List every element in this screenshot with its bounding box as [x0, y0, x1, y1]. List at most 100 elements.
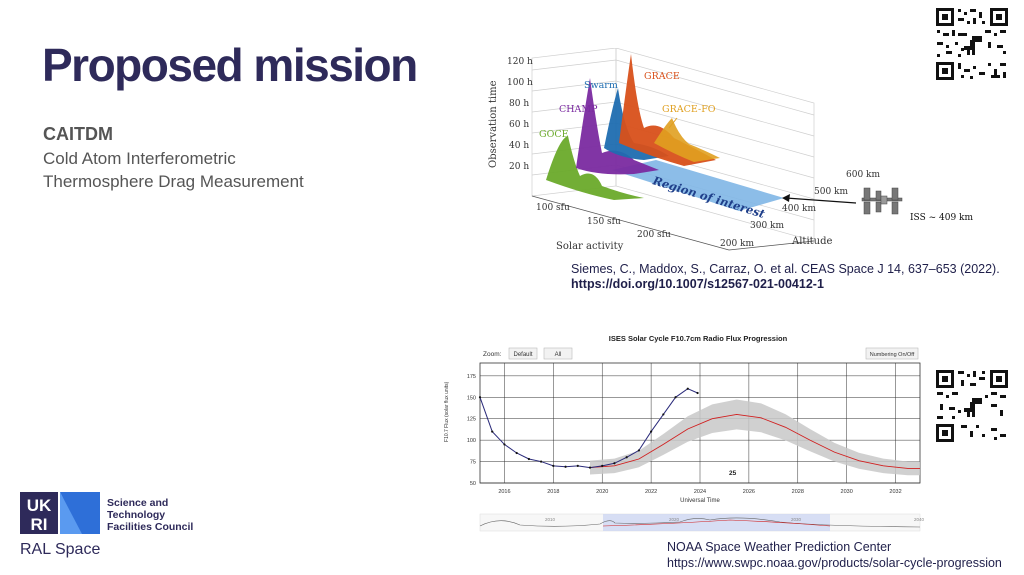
chart-x-tick: 2028	[792, 489, 804, 495]
chart-y-tick: 100	[467, 438, 476, 444]
cycle-number-label: 25	[729, 470, 737, 477]
observed-flux-point	[625, 456, 628, 459]
chart-y-tick: 150	[467, 395, 476, 401]
altitude-tick: 400 km	[782, 204, 816, 214]
prediction-uncertainty-band	[590, 399, 920, 476]
altitude-tick: 500 km	[814, 187, 848, 197]
predicted-flux-line	[589, 413, 920, 469]
citation-noaa-url[interactable]: https://www.swpc.noaa.gov/products/solar…	[667, 556, 1002, 570]
grace-fo-arrow	[668, 117, 678, 129]
chart-x-label: Universal Time	[680, 498, 720, 504]
qr-code-bottom[interactable]	[934, 368, 1010, 444]
grace-label: GRACE	[644, 71, 680, 82]
y-tick: 80 h	[509, 99, 529, 109]
council-name-line3: Facilities Council	[107, 521, 194, 533]
observed-flux-point	[540, 460, 543, 463]
nav-tick: 2010	[545, 517, 556, 522]
altitude-tick: 600 km	[846, 170, 880, 180]
observed-flux-point	[613, 462, 616, 465]
navigator-selection[interactable]	[603, 514, 830, 531]
numbering-toggle-button[interactable]	[865, 347, 919, 360]
iss-label: ISS ~ 409 km	[910, 213, 973, 223]
observed-flux-point	[696, 391, 699, 395]
observed-flux-point	[552, 464, 555, 467]
qr-code-top[interactable]	[934, 6, 1010, 82]
mission-description-line2: Thermosphere Drag Measurement	[43, 172, 304, 191]
altitude-tick: 300 km	[750, 221, 784, 231]
observed-flux-point	[576, 464, 579, 467]
chart-y-tick: 125	[467, 417, 476, 423]
citation-doi-link[interactable]: https://doi.org/10.1007/s12567-021-00412…	[571, 277, 824, 291]
observed-flux-point	[662, 413, 665, 416]
altitude-axis-title: Altitude	[791, 236, 832, 247]
council-name-line1: Science and	[107, 497, 169, 509]
observed-flux-point	[564, 465, 567, 468]
citation-siemes: Siemes, C., Maddox, S., Carraz, O. et al…	[571, 262, 1000, 276]
chart-title: ISES Solar Cycle F10.7cm Radio Flux Prog…	[609, 334, 788, 343]
chart-x-tick: 2020	[596, 489, 608, 495]
observed-flux-point	[650, 430, 653, 433]
chart-x-tick: 2032	[889, 489, 901, 495]
chart-x-tick: 2018	[547, 489, 559, 495]
observed-flux-point	[686, 387, 689, 390]
citation-noaa: NOAA Space Weather Prediction Center	[667, 540, 892, 554]
observed-flux-point	[588, 466, 592, 469]
nav-tick: 2030	[791, 517, 802, 522]
altitude-tick: 200 km	[720, 239, 754, 249]
y-tick: 40 h	[509, 141, 529, 151]
observed-flux-point	[601, 464, 604, 467]
champ-surface	[576, 78, 659, 175]
nav-tick: 2040	[914, 517, 925, 522]
solar-tick: 100 sfu	[536, 203, 570, 213]
solar-tick: 150 sfu	[587, 217, 621, 227]
chart-y-tick: 175	[467, 374, 476, 380]
chart-y-tick: 75	[470, 460, 476, 466]
grace-surface	[619, 54, 716, 166]
goce-label: GOCE	[539, 129, 569, 140]
observed-flux-point	[515, 451, 518, 455]
grace-fo-surface	[654, 118, 720, 162]
observed-flux-point	[478, 396, 482, 399]
observed-flux-point	[503, 443, 506, 446]
chart-y-tick: 50	[470, 481, 476, 487]
chart-x-tick: 2030	[841, 489, 853, 495]
solar-axis-title: Solar activity	[556, 241, 624, 252]
y-tick: 20 h	[509, 162, 529, 172]
y-tick: 100 h	[507, 78, 533, 88]
goce-surface	[546, 136, 644, 200]
zoom-all-button[interactable]	[543, 347, 573, 360]
svg-text:UK: UK	[27, 496, 52, 515]
zoom-label: Zoom:	[483, 351, 502, 358]
svg-text:RI: RI	[31, 515, 48, 534]
y-tick: 60 h	[509, 120, 529, 130]
chart-x-tick: 2024	[694, 489, 706, 495]
zoom-all-label: All	[555, 352, 562, 358]
numbering-toggle-label: Numbering On/Off	[870, 352, 915, 358]
swarm-label: Swarm	[584, 80, 618, 91]
y-axis-title: Observation time	[488, 80, 499, 168]
chart-x-tick: 2016	[498, 489, 510, 495]
slide-title: Proposed mission	[42, 39, 418, 91]
grace-fo-label: GRACE-FO	[662, 104, 716, 115]
observed-flux-point	[491, 430, 494, 433]
council-name-line2: Technology	[107, 509, 166, 521]
chart-x-tick: 2022	[645, 489, 657, 495]
chart-y-label: F10.7 Flux (solar flux units)	[444, 381, 450, 442]
solar-tick: 200 sfu	[637, 230, 671, 240]
nav-tick: 2020	[669, 517, 680, 522]
observed-flux-point	[637, 449, 640, 452]
mission-coverage-figure: Region of interest GOCE CHAMP Swarm GRAC…	[488, 48, 973, 252]
region-of-interest-band	[612, 160, 784, 211]
zoom-default-button[interactable]	[508, 347, 538, 360]
mission-description-line1: Cold Atom Interferometric	[43, 149, 236, 168]
ukri-logo-icon: UK RI	[20, 492, 100, 534]
iss-icon	[861, 187, 903, 215]
champ-label: CHAMP	[559, 104, 598, 115]
chart-x-tick: 2026	[743, 489, 755, 495]
ral-space-label: RAL Space	[20, 541, 101, 558]
observed-flux-point	[674, 396, 677, 399]
observed-flux-point	[527, 457, 530, 461]
council-name: Science and Technology Facilities Counci…	[107, 497, 193, 533]
mission-acronym: CAITDM	[43, 124, 113, 144]
solar-cycle-chart: ISES Solar Cycle F10.7cm Radio Flux Prog…	[440, 330, 935, 534]
